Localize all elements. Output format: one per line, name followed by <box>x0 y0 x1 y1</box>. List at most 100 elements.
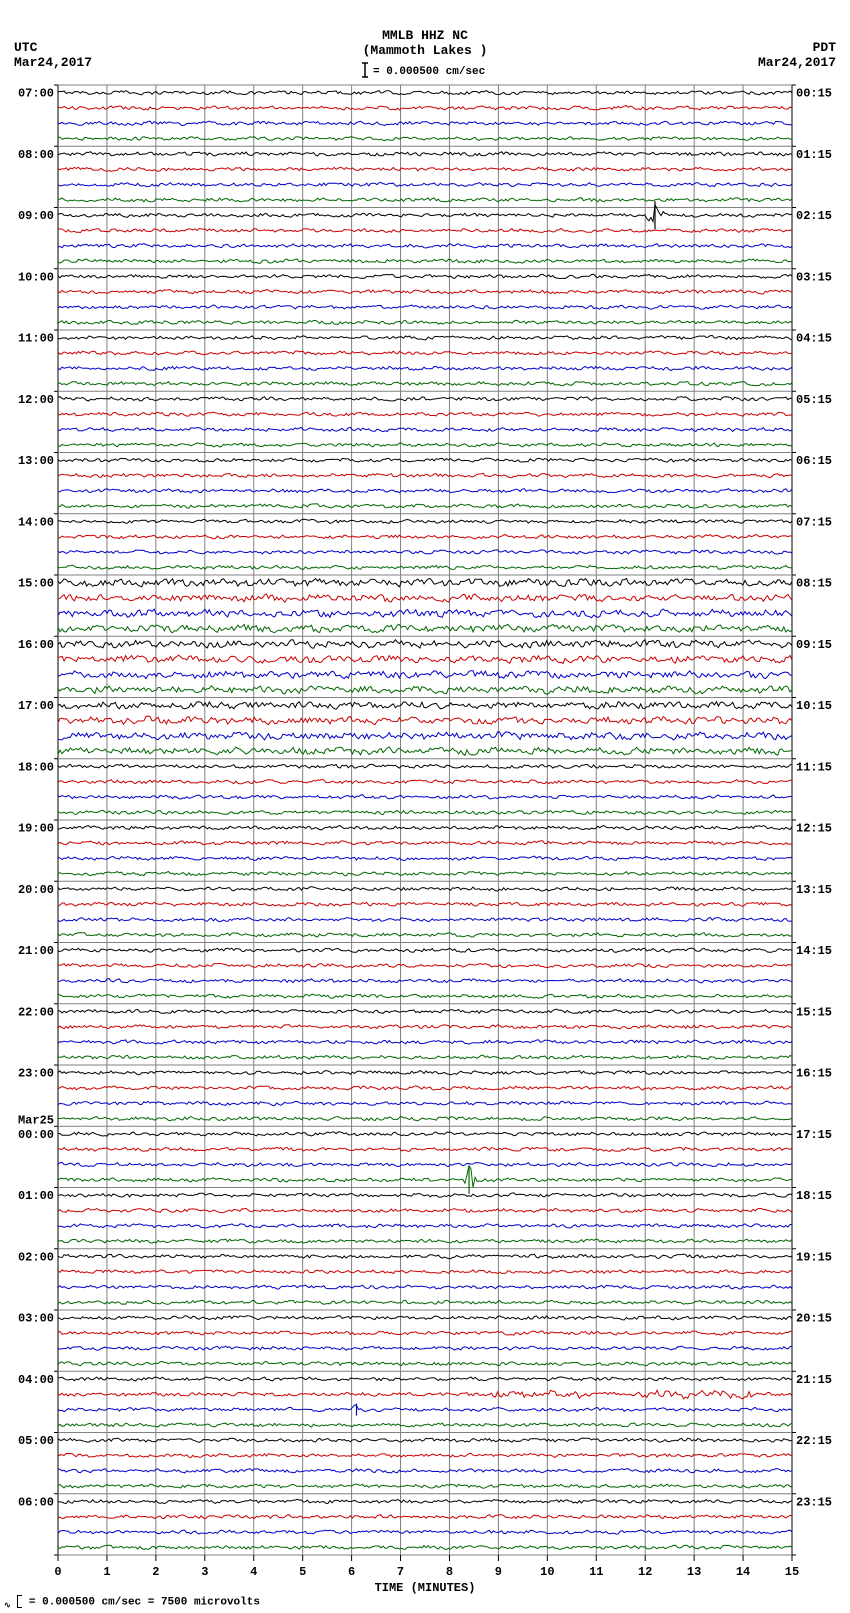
svg-text:19:00: 19:00 <box>18 822 54 836</box>
svg-text:00:00: 00:00 <box>18 1128 54 1142</box>
footer-text: = 0.000500 cm/sec = 7500 microvolts <box>29 1597 260 1609</box>
svg-text:04:00: 04:00 <box>18 1373 54 1387</box>
trace <box>58 1300 792 1304</box>
svg-text:04:15: 04:15 <box>796 332 832 346</box>
svg-text:= 0.000500 cm/sec: = 0.000500 cm/sec <box>373 66 485 78</box>
trace <box>58 1331 792 1335</box>
trace <box>58 152 792 156</box>
trace <box>58 872 792 876</box>
svg-text:10:00: 10:00 <box>18 270 54 284</box>
trace <box>58 565 792 569</box>
svg-text:23:15: 23:15 <box>796 1495 832 1509</box>
trace <box>58 887 792 891</box>
trace <box>58 856 792 860</box>
svg-text:13:00: 13:00 <box>18 454 54 468</box>
trace <box>58 1025 792 1029</box>
svg-text:7: 7 <box>397 1565 404 1579</box>
trace <box>58 1254 792 1259</box>
trace <box>58 1071 792 1075</box>
trace <box>58 902 792 906</box>
trace <box>58 1208 792 1212</box>
trace <box>58 427 792 431</box>
trace <box>58 1166 792 1188</box>
trace <box>58 1009 792 1013</box>
trace <box>58 1086 792 1090</box>
trace <box>58 826 792 830</box>
trace <box>58 795 792 799</box>
trace <box>58 841 792 845</box>
trace <box>58 917 792 921</box>
svg-text:15:00: 15:00 <box>18 577 54 591</box>
trace <box>58 1438 792 1442</box>
trace <box>58 671 792 679</box>
svg-text:06:00: 06:00 <box>18 1495 54 1509</box>
trace <box>58 594 792 602</box>
trace <box>58 1162 792 1166</box>
svg-text:4: 4 <box>250 1565 257 1579</box>
trace <box>58 1423 792 1427</box>
trace <box>58 259 792 263</box>
trace <box>58 1484 792 1488</box>
svg-text:01:00: 01:00 <box>18 1189 54 1203</box>
svg-text:16:00: 16:00 <box>18 638 54 652</box>
seismogram-page: UTC Mar24,2017 PDT Mar24,2017 MMLB HHZ N… <box>0 0 850 1613</box>
svg-text:09:00: 09:00 <box>18 209 54 223</box>
svg-text:Mar25: Mar25 <box>18 1113 54 1127</box>
svg-text:16:15: 16:15 <box>796 1067 832 1081</box>
trace <box>58 1390 792 1399</box>
trace <box>58 1515 792 1519</box>
trace <box>58 764 792 768</box>
trace <box>58 1499 792 1503</box>
station: MMLB HHZ NC <box>0 28 850 43</box>
trace <box>58 519 792 523</box>
svg-text:22:00: 22:00 <box>18 1005 54 1019</box>
trace <box>58 473 792 477</box>
svg-text:8: 8 <box>446 1565 453 1579</box>
svg-text:18:00: 18:00 <box>18 760 54 774</box>
trace <box>58 1055 792 1059</box>
svg-text:6: 6 <box>348 1565 355 1579</box>
trace <box>58 351 792 355</box>
trace <box>58 780 792 784</box>
trace <box>58 305 792 309</box>
svg-text:08:00: 08:00 <box>18 148 54 162</box>
trace <box>58 1545 792 1549</box>
trace <box>58 1117 792 1121</box>
trace <box>58 106 792 110</box>
trace <box>58 1316 792 1320</box>
trace <box>58 948 792 952</box>
scale-bar-icon <box>17 1595 22 1608</box>
svg-text:10: 10 <box>540 1565 554 1579</box>
trace <box>58 716 792 725</box>
trace <box>58 1530 792 1534</box>
svg-text:5: 5 <box>299 1565 306 1579</box>
svg-text:01:15: 01:15 <box>796 148 832 162</box>
trace <box>58 336 792 340</box>
svg-text:20:00: 20:00 <box>18 883 54 897</box>
svg-text:21:00: 21:00 <box>18 944 54 958</box>
trace <box>58 1193 792 1197</box>
svg-text:21:15: 21:15 <box>796 1373 832 1387</box>
svg-text:23:00: 23:00 <box>18 1067 54 1081</box>
trace <box>58 290 792 294</box>
trace <box>58 367 792 371</box>
trace <box>58 198 792 202</box>
svg-text:09:15: 09:15 <box>796 638 832 652</box>
trace <box>58 1405 792 1412</box>
trace <box>58 1132 792 1136</box>
trace <box>58 412 792 416</box>
svg-text:02:15: 02:15 <box>796 209 832 223</box>
trace <box>58 274 792 278</box>
trace <box>58 183 792 187</box>
trace <box>58 1469 792 1473</box>
trace <box>58 994 792 998</box>
trace <box>58 963 792 967</box>
svg-text:22:15: 22:15 <box>796 1434 832 1448</box>
svg-text:07:15: 07:15 <box>796 515 832 529</box>
svg-text:07:00: 07:00 <box>18 87 54 101</box>
trace <box>58 489 792 493</box>
trace <box>58 609 792 618</box>
trace <box>58 1224 792 1228</box>
trace <box>58 1101 792 1105</box>
svg-text:03:00: 03:00 <box>18 1312 54 1326</box>
